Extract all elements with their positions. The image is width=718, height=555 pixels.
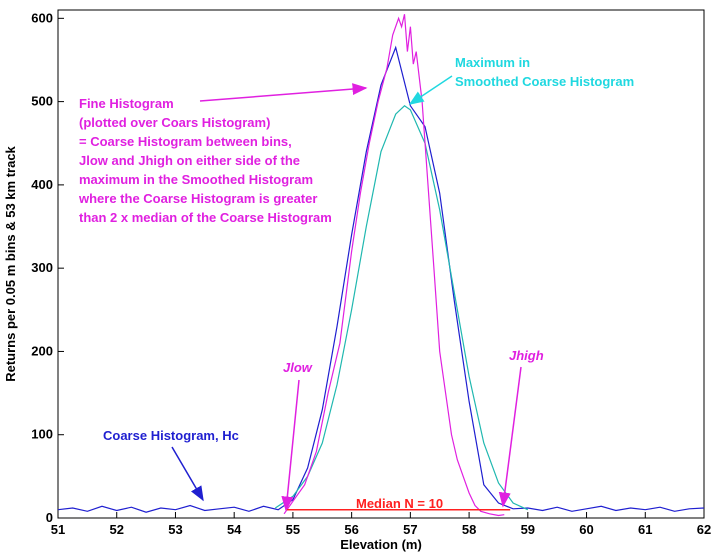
fine-line-1: Fine Histogram — [79, 96, 174, 111]
x-axis-label: Elevation (m) — [340, 537, 422, 552]
series-layer — [57, 14, 705, 517]
x-tick-label: 55 — [286, 522, 300, 537]
annotation-jhigh: Jhigh — [509, 348, 544, 363]
y-axis-label: Returns per 0.05 m bins & 53 km track — [3, 145, 18, 381]
x-tick-label: 52 — [109, 522, 123, 537]
arrow-jhigh — [498, 366, 522, 508]
y-tick-label: 100 — [31, 427, 53, 442]
y-tick-label: 500 — [31, 94, 53, 109]
x-tick-label: 53 — [168, 522, 182, 537]
arrow-max — [408, 75, 453, 105]
arrow-jlow — [281, 379, 300, 512]
x-axis: 51 52 53 54 55 56 57 58 59 60 61 62 — [51, 512, 711, 537]
series-fine-histogram — [283, 14, 505, 517]
annotation-coarse: Coarse Histogram, Hc — [103, 428, 239, 443]
fine-line-5: maximum in the Smoothed Histogram — [79, 172, 313, 187]
y-tick-label: 600 — [31, 10, 53, 25]
fine-line-2: (plotted over Coars Histogram) — [79, 115, 270, 130]
fine-line-3: = Coarse Histogram between bins, — [79, 134, 292, 149]
max-line-1: Maximum in — [455, 55, 530, 70]
x-tick-label: 58 — [462, 522, 476, 537]
x-tick-label: 61 — [638, 522, 652, 537]
fine-line-6: where the Coarse Histogram is greater — [78, 191, 317, 206]
fine-line-7: than 2 x median of the Coarse Histogram — [79, 210, 332, 225]
x-tick-label: 62 — [697, 522, 711, 537]
x-tick-label: 57 — [403, 522, 417, 537]
arrow-coarse — [171, 446, 204, 502]
y-tick-label: 0 — [46, 510, 53, 525]
series-smoothed-coarse-histogram — [274, 105, 529, 511]
y-tick-label: 300 — [31, 260, 53, 275]
plot-area — [57, 9, 705, 519]
y-axis: 0 100 200 300 400 500 600 — [31, 10, 64, 525]
series-coarse-histogram-hc — [57, 45, 705, 513]
fine-line-4: Jlow and Jhigh on either side of the — [79, 153, 300, 168]
annotation-median: Median N = 10 — [356, 496, 443, 511]
x-tick-label: 51 — [51, 522, 65, 537]
y-tick-label: 400 — [31, 177, 53, 192]
arrow-fine — [199, 83, 368, 102]
x-tick-label: 54 — [227, 522, 242, 537]
max-line-2: Smoothed Coarse Histogram — [455, 74, 634, 89]
x-tick-label: 60 — [579, 522, 593, 537]
x-tick-label: 56 — [344, 522, 358, 537]
plot-frame — [57, 9, 705, 519]
annotation-fine-histogram: Fine Histogram (plotted over Coars Histo… — [78, 96, 332, 225]
annotation-jlow: Jlow — [283, 360, 313, 375]
y-tick-label: 200 — [31, 343, 53, 358]
annotation-maximum: Maximum in Smoothed Coarse Histogram — [455, 55, 634, 89]
x-tick-label: 59 — [521, 522, 535, 537]
